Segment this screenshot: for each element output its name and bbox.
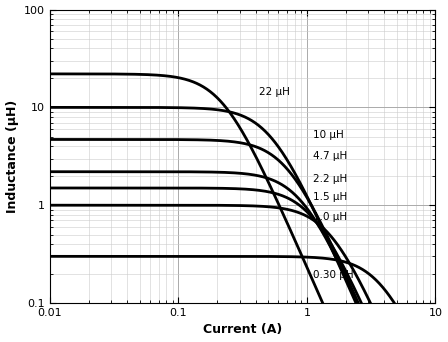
- X-axis label: Current (A): Current (A): [203, 324, 282, 337]
- Text: 0.30 μH: 0.30 μH: [313, 269, 354, 280]
- Text: 10 μH: 10 μH: [313, 130, 344, 140]
- Text: 4.7 μH: 4.7 μH: [313, 151, 348, 161]
- Text: 1.0 μH: 1.0 μH: [313, 212, 347, 222]
- Text: 22 μH: 22 μH: [258, 87, 289, 96]
- Text: 2.2 μH: 2.2 μH: [313, 174, 348, 184]
- Y-axis label: Inductance (μH): Inductance (μH): [5, 100, 18, 213]
- Text: 1.5 μH: 1.5 μH: [313, 192, 348, 202]
